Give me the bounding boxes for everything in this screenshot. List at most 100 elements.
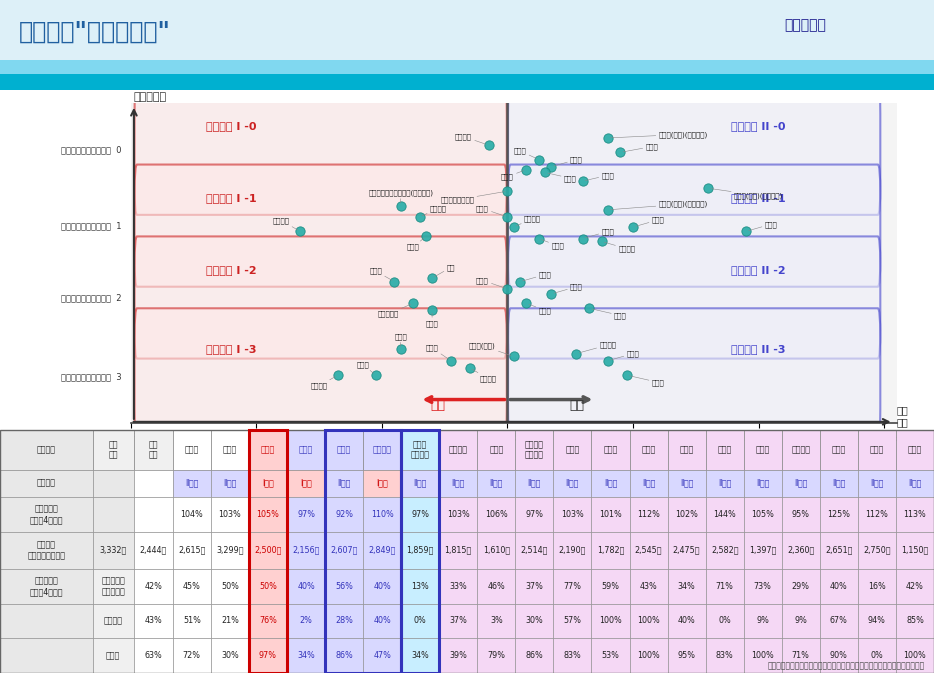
Text: 110%: 110% bbox=[371, 509, 393, 519]
Bar bbox=[0, 532, 92, 569]
Text: 73%: 73% bbox=[754, 581, 771, 591]
Text: 伊東市: 伊東市 bbox=[426, 345, 448, 359]
Bar bbox=[516, 569, 554, 604]
Bar bbox=[554, 470, 591, 497]
Text: 33%: 33% bbox=[449, 581, 467, 591]
Text: 全国平均以下の項目数  1: 全国平均以下の項目数 1 bbox=[61, 221, 121, 230]
Bar bbox=[516, 430, 554, 470]
Bar bbox=[743, 638, 782, 673]
Bar bbox=[782, 430, 820, 470]
Text: 森町: 森町 bbox=[434, 264, 455, 277]
Text: 耐震化率等
（令和4年度）: 耐震化率等 （令和4年度） bbox=[30, 577, 63, 596]
Bar bbox=[630, 497, 668, 532]
Bar bbox=[782, 532, 820, 569]
Text: 3,332円: 3,332円 bbox=[100, 546, 127, 555]
Bar bbox=[249, 532, 287, 569]
Bar bbox=[439, 430, 477, 470]
Point bbox=[601, 205, 616, 215]
Point bbox=[513, 277, 528, 287]
Text: 耐震化率等: 耐震化率等 bbox=[134, 92, 167, 102]
Text: 113%: 113% bbox=[903, 509, 927, 519]
Bar bbox=[92, 532, 134, 569]
Text: 86%: 86% bbox=[335, 651, 353, 660]
Text: Ⅱ－１: Ⅱ－１ bbox=[566, 479, 579, 488]
Text: 沼津市: 沼津市 bbox=[489, 446, 503, 454]
Text: 裾野市: 裾野市 bbox=[680, 446, 694, 454]
Text: Ⅱ－２: Ⅱ－２ bbox=[870, 479, 884, 488]
Bar bbox=[668, 497, 706, 532]
Point bbox=[481, 140, 496, 151]
Text: 熱海市: 熱海市 bbox=[523, 271, 551, 281]
Text: 全国平均以下の項目数  0: 全国平均以下の項目数 0 bbox=[61, 145, 121, 155]
Bar bbox=[591, 532, 630, 569]
Text: 101%: 101% bbox=[599, 509, 622, 519]
Bar bbox=[516, 497, 554, 532]
Text: 1,859円: 1,859円 bbox=[406, 546, 434, 555]
FancyBboxPatch shape bbox=[134, 308, 507, 437]
Text: 0%: 0% bbox=[414, 616, 427, 625]
Bar bbox=[173, 470, 211, 497]
Text: 富士市(富士): 富士市(富士) bbox=[469, 343, 511, 355]
Text: Ⅱ－１: Ⅱ－１ bbox=[756, 479, 770, 488]
Text: Ⅱ－３: Ⅱ－３ bbox=[337, 479, 351, 488]
Bar bbox=[0, 470, 92, 497]
Bar bbox=[173, 532, 211, 569]
Bar bbox=[439, 638, 477, 673]
Text: 函南町: 函南町 bbox=[630, 376, 664, 386]
Bar bbox=[287, 430, 325, 470]
Bar bbox=[211, 638, 249, 673]
Point bbox=[619, 369, 634, 380]
FancyBboxPatch shape bbox=[508, 85, 881, 215]
Text: 静岡市: 静岡市 bbox=[337, 446, 351, 454]
Text: 50%: 50% bbox=[259, 581, 276, 591]
Bar bbox=[363, 430, 402, 470]
Bar bbox=[325, 470, 363, 497]
Bar bbox=[477, 638, 516, 673]
Text: 島田市: 島田市 bbox=[476, 277, 504, 288]
Bar bbox=[249, 569, 287, 604]
Bar bbox=[402, 430, 439, 673]
Bar bbox=[402, 430, 439, 470]
Point bbox=[626, 221, 641, 232]
Bar bbox=[211, 604, 249, 638]
Text: 100%: 100% bbox=[751, 651, 774, 660]
Text: 103%: 103% bbox=[446, 509, 470, 519]
Text: 2,651円: 2,651円 bbox=[825, 546, 853, 555]
Text: 事業者名: 事業者名 bbox=[36, 446, 56, 454]
Bar bbox=[630, 430, 668, 470]
Bar bbox=[211, 532, 249, 569]
Bar bbox=[554, 430, 591, 470]
Bar bbox=[820, 497, 858, 532]
Bar bbox=[363, 638, 402, 673]
Text: 53%: 53% bbox=[601, 651, 619, 660]
Text: 湖西市: 湖西市 bbox=[870, 446, 884, 454]
Bar bbox=[743, 532, 782, 569]
Bar bbox=[591, 638, 630, 673]
Text: 磐田市: 磐田市 bbox=[717, 446, 732, 454]
Point bbox=[500, 211, 515, 222]
Bar bbox=[820, 604, 858, 638]
Text: 94%: 94% bbox=[868, 616, 885, 625]
Text: 大井川広域水道企業団(用水供給): 大井川広域水道企業団(用水供給) bbox=[368, 189, 433, 203]
Point bbox=[544, 162, 559, 172]
Bar bbox=[591, 497, 630, 532]
Text: 37%: 37% bbox=[449, 616, 467, 625]
Bar bbox=[896, 532, 934, 569]
Text: 藤枝市: 藤枝市 bbox=[586, 172, 615, 180]
Bar bbox=[782, 470, 820, 497]
Text: 100%: 100% bbox=[903, 651, 927, 660]
Text: 長泉町: 長泉町 bbox=[592, 309, 627, 319]
Bar bbox=[92, 604, 134, 638]
Bar bbox=[134, 497, 173, 532]
Bar bbox=[706, 532, 743, 569]
Text: 90%: 90% bbox=[830, 651, 848, 660]
Bar bbox=[630, 532, 668, 569]
Text: 1,610円: 1,610円 bbox=[483, 546, 510, 555]
Bar bbox=[287, 470, 325, 497]
Text: 浜松市: 浜松市 bbox=[299, 446, 313, 454]
Text: 2%: 2% bbox=[300, 616, 313, 625]
Point bbox=[518, 164, 533, 175]
Text: 袋井市: 袋井市 bbox=[548, 173, 576, 182]
Bar bbox=[896, 638, 934, 673]
Text: 40%: 40% bbox=[297, 581, 315, 591]
